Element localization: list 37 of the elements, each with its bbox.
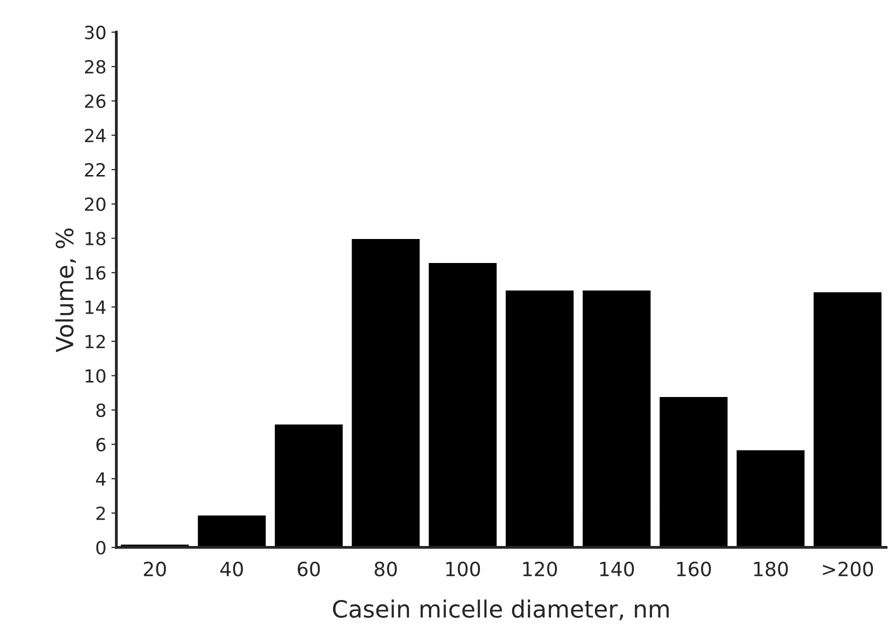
y-tick-label: 20	[84, 197, 106, 212]
bar	[350, 238, 422, 548]
y-tick-label: 10	[86, 369, 106, 383]
bar	[812, 290, 883, 548]
bar	[735, 448, 806, 548]
y-tick-label: 2	[96, 506, 105, 520]
x-tick-label: 80	[374, 562, 397, 576]
bar	[427, 262, 498, 548]
x-tick-label: 100	[446, 562, 480, 576]
y-tick-label: 30	[85, 26, 106, 40]
y-tick-label: 28	[84, 60, 106, 74]
y-axis-title: Volume, %	[55, 228, 76, 352]
y-tick-label: 8	[96, 403, 106, 418]
bar	[581, 289, 652, 548]
y-tick-label: 6	[96, 438, 106, 452]
bar	[658, 396, 729, 548]
y-tick-label: 12	[86, 334, 105, 348]
y-tick-label: 24	[84, 128, 106, 142]
y-tick-label: 4	[96, 472, 106, 486]
x-tick-label: 20	[144, 562, 166, 576]
x-tick-label: >200	[822, 562, 873, 576]
y-tick-label: 18	[86, 232, 106, 246]
x-tick-label: 120	[523, 562, 557, 576]
y-tick-label: 0	[96, 540, 106, 555]
y-tick-label: 26	[84, 94, 106, 108]
bar	[273, 423, 344, 548]
x-tick-label: 60	[298, 562, 320, 576]
x-tick-label: 180	[754, 562, 788, 576]
bar	[504, 289, 576, 548]
x-tick-label: 140	[600, 562, 634, 576]
bar	[196, 514, 268, 548]
y-tick-label: 16	[86, 266, 106, 280]
x-tick-label: 40	[220, 562, 243, 576]
x-axis-title: Casein micelle diameter, nm	[333, 600, 669, 620]
y-tick-label: 14	[86, 300, 106, 314]
x-tick-label: 160	[677, 562, 711, 576]
y-tick-label: 22	[84, 163, 105, 176]
